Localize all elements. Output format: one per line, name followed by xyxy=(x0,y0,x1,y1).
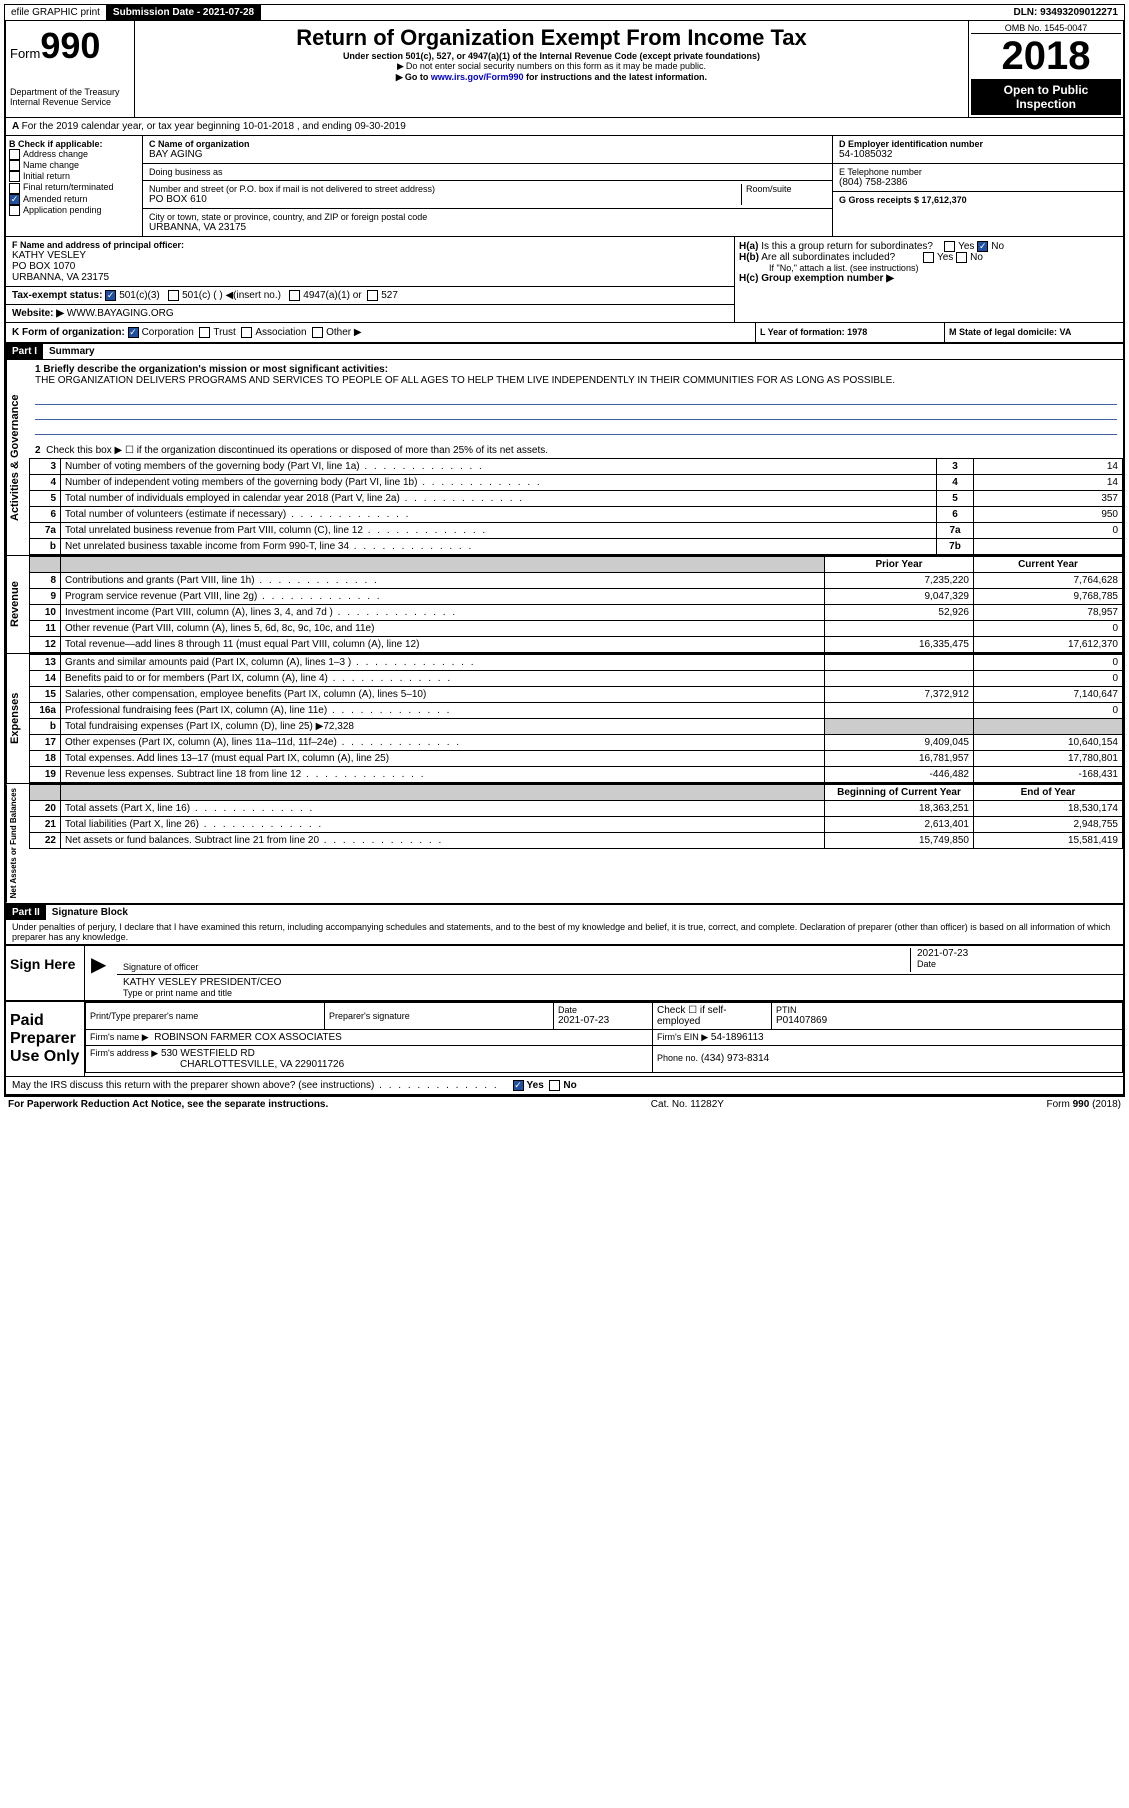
tax-year: 2018 xyxy=(971,34,1121,79)
q2: 2 Check this box ▶ ☐ if the organization… xyxy=(29,443,1123,458)
vert-revenue: Revenue xyxy=(6,556,29,653)
website-value: WWW.BAYAGING.ORG xyxy=(67,308,174,319)
org-city: URBANNA, VA 23175 xyxy=(149,222,826,233)
section-b: B Check if applicable: Address change Na… xyxy=(6,136,143,236)
form-subtitle: Under section 501(c), 527, or 4947(a)(1)… xyxy=(139,51,964,61)
efile-label[interactable]: efile GRAPHIC print xyxy=(5,5,107,20)
line-k: K Form of organization: Corporation Trus… xyxy=(6,323,755,342)
q1-label: 1 Briefly describe the organization's mi… xyxy=(35,364,1117,375)
phone: (804) 758-2386 xyxy=(839,177,1117,188)
501c3-check[interactable] xyxy=(105,290,116,301)
amended-check[interactable] xyxy=(9,194,20,205)
form-title: Return of Organization Exempt From Incom… xyxy=(139,25,964,51)
form-header: Form990 Department of the Treasury Inter… xyxy=(6,21,1123,118)
part-1-header: Part ISummary xyxy=(6,344,1123,359)
irs-link[interactable]: www.irs.gov/Form990 xyxy=(431,72,524,82)
website-row: Website: ▶ WWW.BAYAGING.ORG xyxy=(6,305,734,322)
vert-activities: Activities & Governance xyxy=(6,360,29,555)
dept-treasury: Department of the Treasury Internal Reve… xyxy=(10,87,130,107)
activities-table: 3Number of voting members of the governi… xyxy=(29,458,1123,555)
section-g: G Gross receipts $ 17,612,370 xyxy=(833,192,1123,208)
paid-preparer-section: Paid Preparer Use Only Print/Type prepar… xyxy=(6,1000,1123,1076)
corp-check[interactable] xyxy=(128,327,139,338)
org-name: BAY AGING xyxy=(149,149,826,160)
discuss-yes-check[interactable] xyxy=(513,1080,524,1091)
section-c: C Name of organization BAY AGING Doing b… xyxy=(143,136,833,236)
vert-net-assets: Net Assets or Fund Balances xyxy=(6,784,29,902)
expenses-table: 13Grants and similar amounts paid (Part … xyxy=(29,654,1123,783)
line-m: M State of legal domicile: VA xyxy=(944,323,1123,342)
section-d: D Employer identification number 54-1085… xyxy=(833,136,1123,164)
sign-here-section: Sign Here ▶ Signature of officer 2021-07… xyxy=(6,944,1123,1000)
mission-text: THE ORGANIZATION DELIVERS PROGRAMS AND S… xyxy=(35,375,1117,386)
vert-expenses: Expenses xyxy=(6,654,29,783)
form-number: Form990 xyxy=(10,25,130,67)
topbar: efile GRAPHIC print Submission Date - 20… xyxy=(4,4,1125,21)
section-h: H(a) Is this a group return for subordin… xyxy=(735,237,1123,322)
section-e: E Telephone number (804) 758-2386 xyxy=(833,164,1123,192)
org-address: PO BOX 610 xyxy=(149,194,741,205)
note-ssn: Do not enter social security numbers on … xyxy=(139,61,964,72)
net-assets-table: Beginning of Current YearEnd of Year 20T… xyxy=(29,784,1123,849)
form-body: Form990 Department of the Treasury Inter… xyxy=(4,21,1125,1096)
ha-no-check[interactable] xyxy=(977,241,988,252)
part-2-header: Part IISignature Block xyxy=(6,903,1123,920)
note-link: Go to www.irs.gov/Form990 for instructio… xyxy=(139,72,964,83)
footer: For Paperwork Reduction Act Notice, see … xyxy=(4,1096,1125,1112)
tax-exempt-row: Tax-exempt status: 501(c)(3) 501(c) ( ) … xyxy=(6,287,734,305)
omb-number: OMB No. 1545-0047 xyxy=(971,23,1121,34)
submission-date: Submission Date - 2021-07-28 xyxy=(107,5,261,20)
section-f: F Name and address of principal officer:… xyxy=(6,237,734,287)
line-a: A For the 2019 calendar year, or tax yea… xyxy=(6,118,1123,136)
open-public: Open to Public Inspection xyxy=(971,79,1121,115)
revenue-table: Prior YearCurrent Year 8Contributions an… xyxy=(29,556,1123,653)
discuss-row: May the IRS discuss this return with the… xyxy=(6,1076,1123,1094)
declaration: Under penalties of perjury, I declare th… xyxy=(6,920,1123,944)
line-l: L Year of formation: 1978 xyxy=(755,323,944,342)
ein: 54-1085032 xyxy=(839,149,1117,160)
dln: DLN: 93493209012271 xyxy=(1007,5,1124,20)
